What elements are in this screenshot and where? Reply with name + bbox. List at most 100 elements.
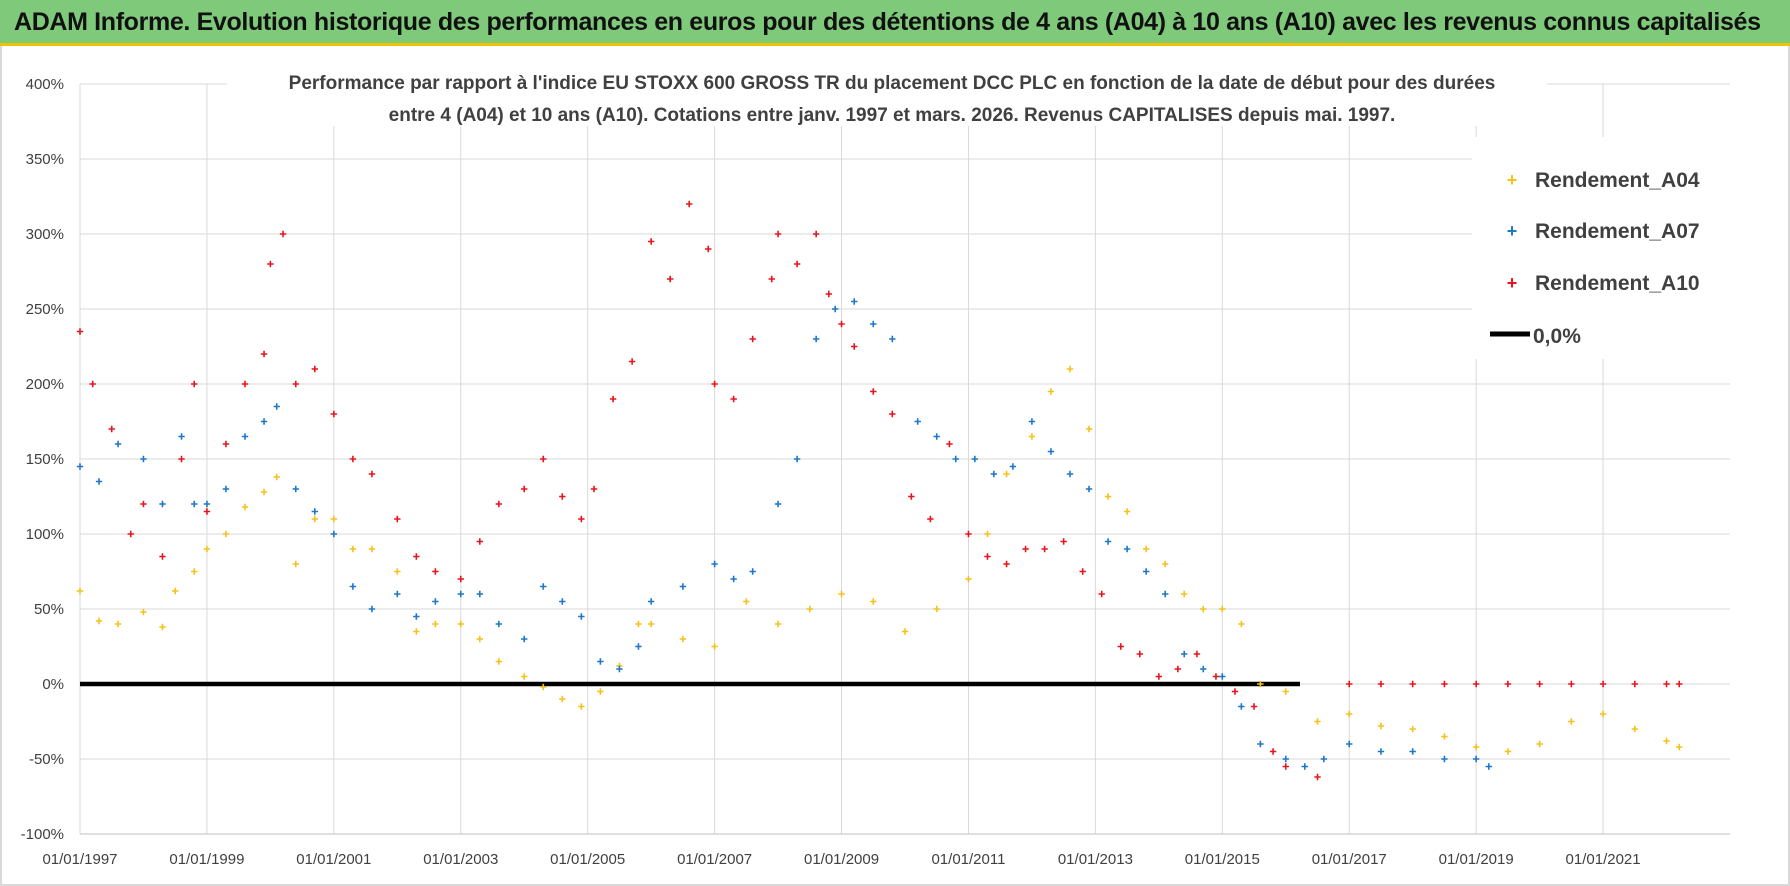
y-tick-label: 300% [26,226,64,243]
data-point-rendement_a07 [495,620,503,628]
data-point-rendement_a07 [711,560,718,568]
data-point-rendement_a04 [870,598,877,605]
data-point-rendement_a04 [901,628,909,635]
data-point-rendement_a10 [1631,680,1639,688]
x-tick-label: 01/01/2017 [1312,851,1387,868]
data-point-rendement_a10 [1174,665,1182,673]
legend-item-a10: + Rendement_A10 [1507,272,1700,295]
data-point-rendement_a07 [1161,590,1169,598]
data-point-rendement_a04 [984,530,991,538]
data-point-rendement_a04 [1631,725,1639,733]
data-point-rendement_a04 [578,703,585,710]
data-point-rendement_a04 [203,545,211,553]
data-point-rendement_a07 [413,613,420,620]
data-point-rendement_a07 [1123,545,1131,553]
data-point-rendement_a07 [1441,755,1448,763]
data-point-rendement_a07 [1066,470,1074,478]
data-point-rendement_a10 [870,388,877,395]
chart-title-line-1: Performance par rapport à l'indice EU ST… [289,73,1496,94]
data-point-rendement_a04 [540,683,547,691]
data-point-rendement_a07 [311,508,319,515]
x-tick-label: 01/01/2011 [931,851,1005,868]
data-point-rendement_a07 [679,583,687,590]
data-point-rendement_a04 [394,568,401,575]
data-point-rendement_a10 [666,275,674,283]
legend-label-a07: Rendement_A07 [1535,220,1700,243]
data-point-rendement_a07 [870,320,877,328]
legend-marker-a10: + [1507,273,1518,293]
data-point-rendement_a10 [1212,673,1220,680]
data-point-rendement_a07 [1238,703,1245,710]
y-tick-label: -50% [29,751,64,768]
data-point-rendement_a07 [914,418,921,425]
data-point-rendement_a04 [838,590,845,598]
data-point-rendement_a10 [768,275,775,283]
data-point-rendement_a10 [1568,680,1575,688]
data-point-rendement_a07 [159,500,166,508]
data-point-rendement_a10 [1193,650,1201,658]
series-Rendement_A07 [76,298,1493,770]
data-point-rendement_a04 [1676,743,1683,751]
data-point-rendement_a04 [1219,605,1226,613]
data-point-rendement_a10 [222,440,230,448]
data-point-rendement_a10 [140,500,147,508]
data-point-rendement_a10 [1269,748,1277,755]
data-point-rendement_a10 [1663,680,1670,688]
header-title: ADAM Informe. Evolution historique des p… [14,8,1761,36]
data-point-rendement_a04 [1161,560,1169,568]
data-point-rendement_a04 [159,623,166,631]
data-point-rendement_a07 [292,485,299,493]
data-point-rendement_a04 [1346,710,1353,718]
data-point-rendement_a04 [1472,743,1480,751]
data-point-rendement_a04 [311,515,319,523]
series-Rendement_A04 [76,365,1683,755]
data-point-rendement_a04 [1104,493,1112,500]
data-point-rendement_a10 [1504,680,1512,688]
data-point-rendement_a10 [1003,560,1010,568]
data-point-rendement_a07 [1142,568,1150,575]
data-point-rendement_a07 [730,575,737,583]
chart-title-line-2: entre 4 (A04) et 10 ans (A10). Cotations… [389,105,1396,126]
data-point-rendement_a07 [812,335,820,343]
data-point-rendement_a07 [597,658,604,665]
data-point-rendement_a10 [578,515,585,523]
data-point-rendement_a04 [806,605,814,613]
data-point-rendement_a07 [1028,418,1036,425]
data-point-rendement_a07 [191,500,198,508]
data-point-rendement_a04 [273,473,280,481]
y-tick-label: 0% [42,676,64,693]
legend-label-a04: Rendement_A04 [1535,169,1700,192]
data-point-rendement_a07 [647,598,655,605]
x-tick-label: 01/01/2009 [804,851,879,868]
x-tick-label: 01/01/2021 [1566,851,1641,868]
y-axis-ticks: -100% -50% 0% 50% 100% 150% 200% 250% 300% 350% 40… [21,76,64,843]
data-point-rendement_a10 [330,410,338,418]
data-point-rendement_a10 [495,500,503,508]
data-point-rendement_a10 [851,343,858,350]
data-point-rendement_a10 [705,245,712,253]
data-point-rendement_a10 [159,553,166,560]
data-point-rendement_a07 [1104,538,1112,545]
data-point-rendement_a04 [635,620,642,628]
data-point-rendement_a07 [1181,650,1188,658]
data-point-rendement_a10 [1472,680,1480,688]
data-point-rendement_a10 [1441,680,1448,688]
data-point-rendement_a10 [1041,545,1048,553]
data-point-rendement_a10 [838,320,845,328]
data-point-rendement_a04 [1085,425,1093,433]
data-point-rendement_a07 [222,485,230,493]
title-background [227,66,1547,126]
data-point-rendement_a04 [349,545,357,553]
data-point-rendement_a10 [89,380,96,388]
data-point-rendement_a04 [597,688,604,695]
data-point-rendement_a04 [292,560,299,568]
data-point-rendement_a04 [559,695,566,703]
data-point-rendement_a07 [1485,763,1493,770]
data-point-rendement_a07 [241,433,249,440]
data-point-rendement_a04 [114,620,122,628]
data-point-rendement_a07 [1200,665,1207,673]
data-point-rendement_a07 [203,500,211,508]
data-point-rendement_a10 [984,553,991,560]
y-tick-label: 400% [26,76,64,93]
data-point-rendement_a07 [521,635,528,643]
